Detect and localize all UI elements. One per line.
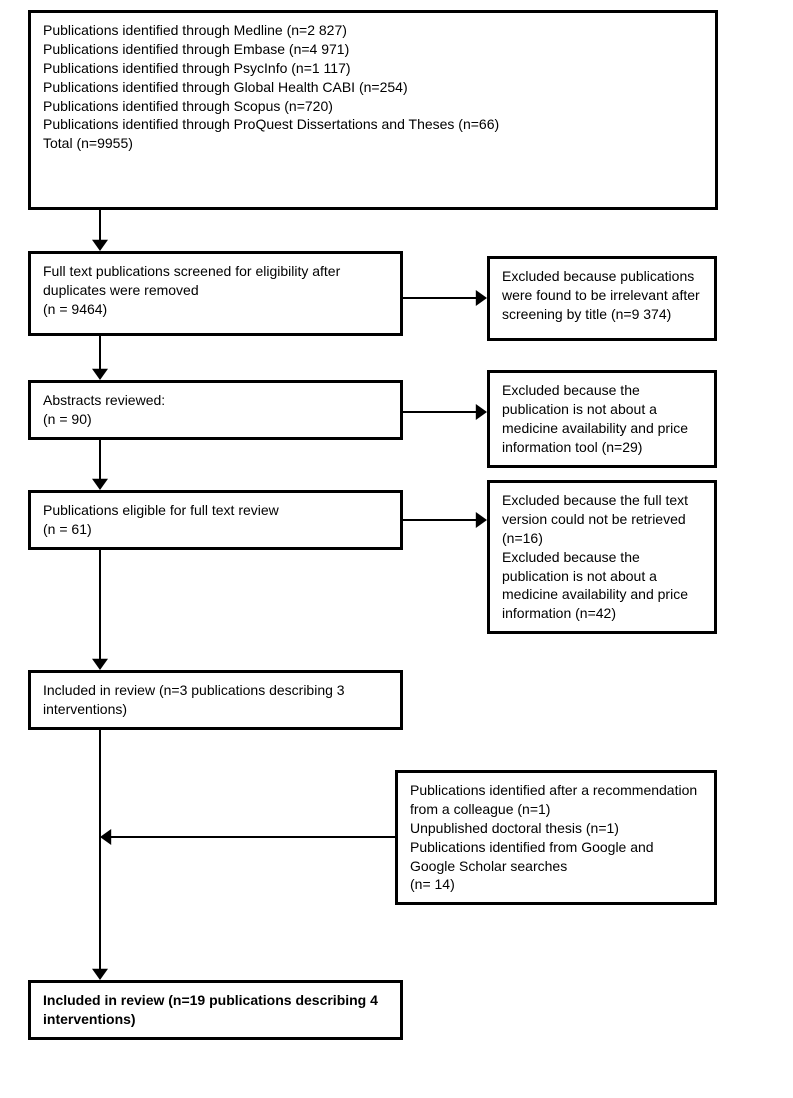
- fulltext-eligible-box: Publications eligible for full text revi…: [28, 490, 403, 550]
- additional-line: Unpublished doctoral thesis (n=1): [410, 819, 702, 838]
- excluded-abstract-box: Excluded because the publication is not …: [487, 370, 717, 468]
- final-line: Included in review (n=19 publications de…: [43, 991, 388, 1029]
- included-3-box: Included in review (n=3 publications des…: [28, 670, 403, 730]
- additional-line: Publications identified after a recommen…: [410, 781, 702, 819]
- abstracts-line: (n = 90): [43, 410, 388, 429]
- excl_abstract-line: Excluded because the publication is not …: [502, 381, 702, 457]
- final-included-box: Included in review (n=19 publications de…: [28, 980, 403, 1040]
- identification-box: Publications identified through Medline …: [28, 10, 718, 210]
- additional-line: Publications identified from Google and …: [410, 838, 702, 876]
- included3-line: Included in review (n=3 publications des…: [43, 681, 388, 719]
- identification-line: Publications identified through Medline …: [43, 21, 703, 40]
- excl_fulltext-line: Excluded because the publication is not …: [502, 548, 702, 624]
- identification-line: Publications identified through Scopus (…: [43, 97, 703, 116]
- fulltext-line: Publications eligible for full text revi…: [43, 501, 388, 520]
- additional-line: (n= 14): [410, 875, 702, 894]
- excl_fulltext-line: Excluded because the full text version c…: [502, 491, 702, 548]
- screened-line: Full text publications screened for elig…: [43, 262, 388, 300]
- screened-line: (n = 9464): [43, 300, 388, 319]
- identification-line: Total (n=9955): [43, 134, 703, 153]
- abstracts-box: Abstracts reviewed:(n = 90): [28, 380, 403, 440]
- excl_title-line: Excluded because publications were found…: [502, 267, 702, 324]
- fulltext-line: (n = 61): [43, 520, 388, 539]
- identification-line: Publications identified through Global H…: [43, 78, 703, 97]
- screened-box: Full text publications screened for elig…: [28, 251, 403, 336]
- identification-line: Publications identified through PsycInfo…: [43, 59, 703, 78]
- excluded-title-box: Excluded because publications were found…: [487, 256, 717, 341]
- identification-line: Publications identified through Embase (…: [43, 40, 703, 59]
- additional-sources-box: Publications identified after a recommen…: [395, 770, 717, 905]
- excluded-fulltext-box: Excluded because the full text version c…: [487, 480, 717, 634]
- identification-line: Publications identified through ProQuest…: [43, 115, 703, 134]
- abstracts-line: Abstracts reviewed:: [43, 391, 388, 410]
